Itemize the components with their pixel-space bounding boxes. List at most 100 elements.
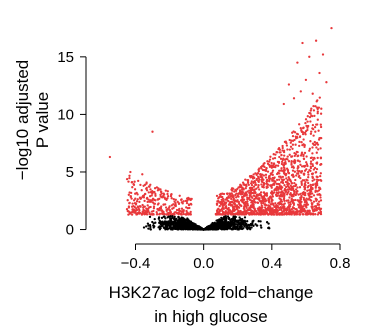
data-point [316,193,319,196]
data-point [143,199,146,203]
data-point [298,174,301,178]
data-point [174,227,177,230]
data-point [236,227,240,231]
data-point [278,178,281,181]
data-point [304,129,308,133]
data-point [318,137,321,140]
data-point [265,179,268,183]
data-point [172,220,176,223]
data-point [216,225,219,228]
data-point [256,211,259,215]
data-point [162,192,165,195]
data-point [227,195,230,198]
data-point [273,156,277,160]
data-point [257,186,260,189]
data-point [293,161,297,164]
data-point [298,140,301,144]
data-point [315,151,318,154]
data-point [237,212,240,215]
data-point [246,190,249,193]
data-point [291,206,295,209]
data-point [257,180,260,184]
data-point [148,224,152,227]
data-point [270,190,274,193]
data-point [139,183,142,187]
data-point [132,209,135,213]
data-point [271,195,275,198]
data-point [163,215,166,218]
data-point [272,177,276,180]
data-point [312,168,316,171]
data-point [235,208,239,211]
data-point [279,197,282,201]
data-point [277,175,281,178]
data-point [108,155,112,159]
data-point [160,216,164,220]
data-point [312,143,316,146]
data-point [260,183,263,186]
data-point [281,210,284,213]
data-point [182,200,185,203]
data-point [215,203,219,206]
data-point [182,209,185,212]
data-point [235,192,238,195]
data-point [296,61,299,64]
data-point [267,207,270,210]
data-point [133,201,137,205]
data-point [251,196,254,199]
data-point [237,206,241,209]
data-point [180,201,183,204]
data-point [252,224,255,227]
data-point [166,207,169,211]
data-point [151,192,154,195]
data-point [309,109,312,112]
data-point [290,139,293,142]
data-point [174,211,177,214]
data-point [241,181,245,184]
data-point [137,179,140,183]
data-point [287,199,290,202]
data-point [305,124,308,128]
data-point [176,220,179,224]
data-point [174,204,177,208]
data-point [171,214,174,218]
data-point [223,224,227,227]
data-point [183,227,186,230]
data-point [261,185,265,188]
data-point [281,149,284,152]
data-point [281,178,285,182]
data-point [281,175,285,179]
data-point [220,195,223,199]
data-point [149,183,152,186]
data-point [238,192,241,195]
data-point [319,196,322,199]
data-point [304,164,307,168]
data-point [216,213,219,216]
data-point [147,227,150,230]
data-point [246,178,250,182]
data-point [249,222,252,226]
data-point [246,224,249,227]
data-point [294,137,298,140]
data-point [239,190,242,193]
data-point [181,221,184,224]
data-point [166,216,169,219]
data-point [242,213,245,216]
data-point [146,204,149,207]
data-point [292,194,295,198]
data-point [309,156,313,160]
data-point [318,71,321,75]
data-point [166,227,169,230]
data-points [108,26,333,231]
data-point [138,212,141,215]
data-point [173,215,176,219]
data-point [275,172,279,176]
data-point [262,213,265,216]
data-point [251,191,255,195]
data-point [321,53,325,56]
data-point [275,151,279,154]
data-point [255,183,258,186]
data-point [311,163,314,166]
data-point [259,224,262,227]
data-point [311,172,314,175]
